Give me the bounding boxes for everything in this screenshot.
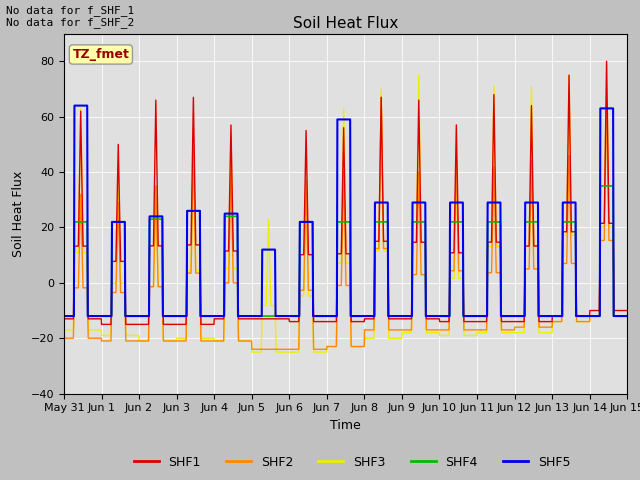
SHF1 — [623, 308, 631, 313]
SHF5 — [589, 313, 597, 319]
SHF1 — [603, 59, 611, 64]
Line: SHF2: SHF2 — [64, 97, 627, 349]
SHF2 — [589, 313, 597, 319]
SHF5 — [70, 103, 78, 108]
SHF3 — [248, 349, 255, 355]
SHF1 — [362, 316, 370, 322]
SHF3 — [589, 313, 597, 319]
SHF3 — [603, 59, 611, 64]
SHF3 — [574, 319, 582, 324]
SHF3 — [623, 313, 631, 319]
SHF4 — [362, 313, 370, 319]
SHF4 — [60, 313, 68, 319]
SHF5 — [574, 313, 582, 319]
SHF5 — [362, 313, 370, 319]
SHF2 — [217, 338, 225, 344]
SHF1 — [98, 322, 106, 327]
SHF5 — [623, 313, 631, 319]
SHF4 — [509, 313, 517, 319]
SHF2 — [248, 347, 255, 352]
SHF2 — [362, 327, 370, 333]
Text: No data for f_SHF_1
No data for f_SHF_2: No data for f_SHF_1 No data for f_SHF_2 — [6, 5, 134, 28]
Y-axis label: Soil Heat Flux: Soil Heat Flux — [12, 170, 25, 257]
SHF3 — [374, 248, 382, 254]
SHF2 — [378, 95, 385, 100]
SHF5 — [374, 200, 382, 205]
Line: SHF3: SHF3 — [64, 61, 627, 352]
SHF3 — [60, 327, 68, 333]
Line: SHF5: SHF5 — [64, 106, 627, 316]
SHF2 — [510, 327, 518, 333]
SHF5 — [218, 313, 225, 319]
Text: TZ_fmet: TZ_fmet — [72, 48, 129, 61]
SHF4 — [374, 219, 382, 225]
SHF4 — [623, 313, 631, 319]
Title: Soil Heat Flux: Soil Heat Flux — [293, 16, 398, 31]
SHF1 — [60, 316, 68, 322]
SHF4 — [596, 183, 604, 189]
SHF5 — [60, 313, 68, 319]
SHF1 — [218, 316, 225, 322]
SHF2 — [374, 246, 382, 252]
SHF1 — [589, 308, 597, 313]
SHF4 — [573, 313, 581, 319]
Legend: SHF1, SHF2, SHF3, SHF4, SHF5: SHF1, SHF2, SHF3, SHF4, SHF5 — [129, 451, 575, 474]
Line: SHF4: SHF4 — [64, 186, 627, 316]
X-axis label: Time: Time — [330, 419, 361, 432]
SHF3 — [217, 338, 225, 344]
SHF1 — [574, 313, 582, 319]
SHF3 — [509, 330, 517, 336]
SHF2 — [574, 319, 582, 324]
SHF2 — [60, 336, 68, 341]
SHF2 — [623, 313, 631, 319]
SHF5 — [509, 313, 517, 319]
Line: SHF1: SHF1 — [64, 61, 627, 324]
SHF4 — [217, 313, 225, 319]
SHF3 — [362, 336, 370, 341]
SHF4 — [589, 313, 597, 319]
SHF1 — [509, 319, 517, 324]
SHF1 — [374, 239, 382, 244]
